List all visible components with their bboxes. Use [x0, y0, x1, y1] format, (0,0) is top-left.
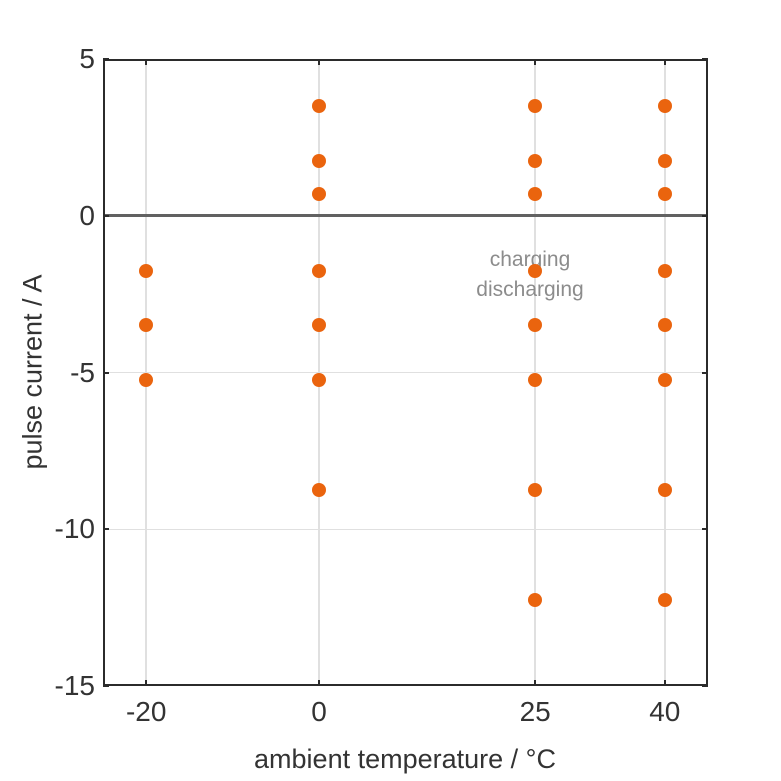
- discharging-region-label: discharging: [476, 278, 584, 301]
- y-tick-label: -5: [70, 356, 95, 388]
- x-tick-label: 25: [519, 696, 551, 727]
- data-point: [139, 318, 154, 333]
- y-tick-right: [702, 528, 708, 531]
- data-point: [657, 483, 672, 498]
- y-tick-left: [103, 58, 109, 60]
- data-point: [528, 318, 543, 333]
- data-point: [657, 263, 672, 278]
- y-tick-left: [103, 371, 109, 374]
- y-tick-left: [103, 214, 109, 217]
- data-point: [139, 263, 154, 278]
- data-point: [657, 99, 672, 114]
- x-tick-bottom: [663, 680, 666, 686]
- y-tick-right: [702, 214, 708, 217]
- data-point: [657, 373, 672, 388]
- x-tick-top: [534, 59, 537, 65]
- y-tick-right: [702, 58, 708, 60]
- y-gridline: [103, 371, 708, 374]
- y-tick-left: [103, 528, 109, 531]
- plot-area: charging discharging: [103, 58, 708, 687]
- data-point: [312, 186, 327, 201]
- y-tick-label: -10: [54, 513, 95, 545]
- data-point: [657, 592, 672, 607]
- x-tick-bottom: [145, 680, 148, 686]
- x-tick-top: [318, 59, 321, 65]
- x-tick-label: -20: [125, 696, 167, 727]
- x-tick-top: [145, 59, 148, 65]
- x-tick-top: [663, 59, 666, 65]
- y-axis-title: pulse current / A: [17, 274, 48, 470]
- data-point: [528, 373, 543, 388]
- x-axis-title: ambient temperature / °C: [254, 744, 556, 774]
- data-point: [528, 186, 543, 201]
- x-tick-label: 0: [311, 696, 327, 727]
- data-point: [657, 186, 672, 201]
- data-point: [139, 373, 154, 388]
- y-gridline: [103, 528, 708, 530]
- y-tick-right: [702, 685, 708, 687]
- data-point: [312, 373, 327, 388]
- data-point: [312, 318, 327, 333]
- data-point: [312, 263, 327, 278]
- x-tick-label: 40: [649, 696, 681, 727]
- data-point: [657, 318, 672, 333]
- x-tick-bottom: [318, 680, 321, 686]
- data-point: [528, 263, 543, 278]
- data-point: [312, 483, 327, 498]
- data-point: [312, 153, 327, 168]
- y-tick-left: [103, 685, 109, 687]
- charging-region-label: charging: [489, 248, 571, 271]
- data-point: [657, 153, 672, 168]
- x-tick-bottom: [534, 680, 537, 686]
- y-tick-label: 5: [79, 43, 95, 74]
- data-point: [528, 483, 543, 498]
- data-point: [528, 153, 543, 168]
- data-point: [528, 592, 543, 607]
- data-point: [312, 99, 327, 114]
- y-tick-right: [702, 371, 708, 374]
- y-tick-label: -15: [54, 670, 95, 701]
- y-tick-label: 0: [79, 199, 95, 231]
- data-point: [528, 99, 543, 114]
- zero-line: [103, 214, 708, 218]
